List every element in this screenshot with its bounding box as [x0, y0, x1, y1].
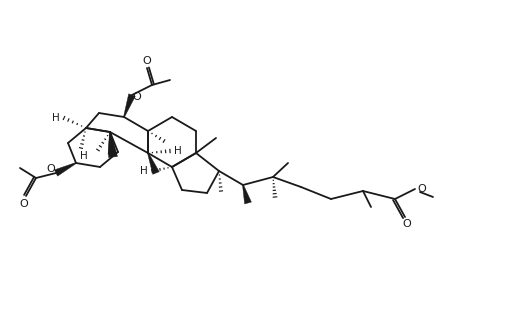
Text: H: H — [52, 113, 60, 123]
Text: O: O — [133, 92, 141, 102]
Polygon shape — [124, 94, 135, 117]
Polygon shape — [148, 153, 159, 174]
Text: H: H — [80, 151, 88, 161]
Polygon shape — [108, 132, 116, 154]
Polygon shape — [55, 162, 76, 176]
Text: O: O — [402, 219, 412, 229]
Text: O: O — [143, 56, 151, 66]
Text: H: H — [140, 166, 148, 176]
Text: O: O — [417, 184, 426, 194]
Polygon shape — [243, 185, 251, 204]
Text: O: O — [20, 199, 28, 209]
Text: O: O — [47, 164, 55, 174]
Polygon shape — [108, 132, 117, 158]
Text: H: H — [174, 146, 182, 156]
